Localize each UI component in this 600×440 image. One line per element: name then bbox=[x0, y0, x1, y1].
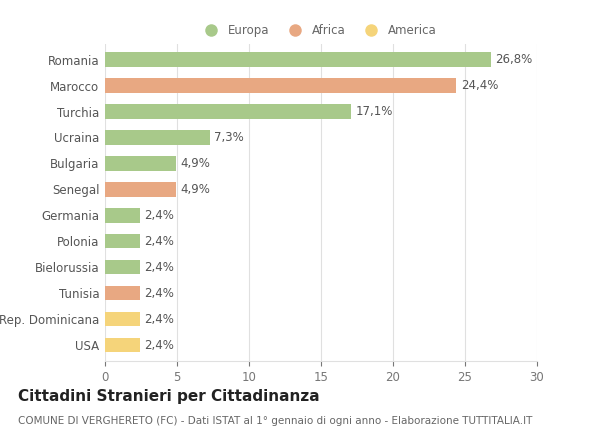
Text: 17,1%: 17,1% bbox=[356, 105, 393, 118]
Text: 2,4%: 2,4% bbox=[144, 313, 174, 326]
Bar bbox=[105, 130, 210, 145]
Bar bbox=[105, 182, 176, 197]
Text: 2,4%: 2,4% bbox=[144, 287, 174, 300]
Bar bbox=[105, 234, 140, 249]
Text: 26,8%: 26,8% bbox=[495, 53, 532, 66]
Text: Cittadini Stranieri per Cittadinanza: Cittadini Stranieri per Cittadinanza bbox=[18, 389, 320, 404]
Text: 4,9%: 4,9% bbox=[180, 157, 210, 170]
Bar bbox=[105, 156, 176, 171]
Bar bbox=[105, 78, 457, 93]
Bar bbox=[105, 312, 140, 326]
Text: 4,9%: 4,9% bbox=[180, 183, 210, 196]
Text: 2,4%: 2,4% bbox=[144, 261, 174, 274]
Bar bbox=[105, 208, 140, 223]
Bar bbox=[105, 52, 491, 67]
Text: 2,4%: 2,4% bbox=[144, 209, 174, 222]
Bar bbox=[105, 260, 140, 275]
Text: 7,3%: 7,3% bbox=[214, 131, 244, 144]
Bar bbox=[105, 286, 140, 301]
Bar bbox=[105, 338, 140, 352]
Text: 2,4%: 2,4% bbox=[144, 339, 174, 352]
Text: 2,4%: 2,4% bbox=[144, 235, 174, 248]
Text: 24,4%: 24,4% bbox=[461, 79, 498, 92]
Bar bbox=[105, 104, 351, 119]
Text: COMUNE DI VERGHERETO (FC) - Dati ISTAT al 1° gennaio di ogni anno - Elaborazione: COMUNE DI VERGHERETO (FC) - Dati ISTAT a… bbox=[18, 416, 532, 426]
Legend: Europa, Africa, America: Europa, Africa, America bbox=[194, 19, 442, 41]
